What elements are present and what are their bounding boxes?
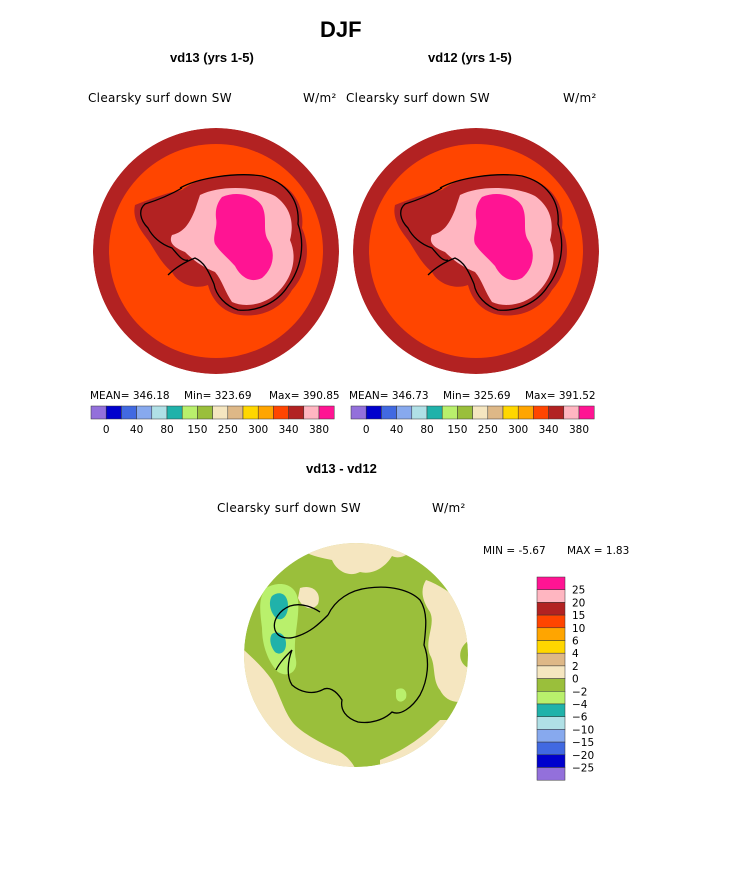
panel1-title: vd13 (yrs 1-5) <box>170 50 254 65</box>
panel2-plateau <box>474 193 533 281</box>
panel3-colorbar-swatch <box>536 691 566 705</box>
panel1-plateau <box>214 193 273 281</box>
panel2-colorbar-swatch <box>578 405 595 420</box>
panel3-colorbar-swatch <box>536 652 566 667</box>
panel2-min: Min= 325.69 <box>443 390 511 402</box>
panel3-colorbar-swatch <box>536 729 566 743</box>
panel2-colorbar-tick-label: 40 <box>390 424 403 436</box>
panel3-colorbar-swatch <box>536 589 566 603</box>
panel3-title: vd13 - vd12 <box>306 461 377 476</box>
panel3-colorbar-tick-label: 20 <box>572 597 585 609</box>
panel3-colorbar-tick-label: −6 <box>572 712 588 724</box>
panel1-colorbar-swatch <box>318 405 335 420</box>
panel3-colorbar-swatch <box>536 627 566 641</box>
panel1-mean: MEAN= 346.18 <box>90 390 170 402</box>
panel3-colorbar-swatch <box>536 576 566 590</box>
panel3-negative-region-4b <box>270 632 286 654</box>
panel3-colorbar-tick-label: 6 <box>572 636 579 648</box>
panel3-colorbar-tick-label: −25 <box>572 763 594 775</box>
panel3-colorbar-swatch <box>536 665 566 679</box>
panel2-coastline <box>400 174 563 311</box>
panel3-colorbar-tick-label: −20 <box>572 750 594 762</box>
panel3-colorbar-tick-label: 10 <box>572 623 585 635</box>
panel3-colorbar-tick-label: −15 <box>572 737 594 749</box>
figure-title: DJF <box>320 17 362 42</box>
panel2-colorbar-tick-label: 300 <box>508 424 528 436</box>
panel3-max: MAX = 1.83 <box>567 545 630 557</box>
panel3-colorbar-swatch <box>536 640 566 654</box>
panel2-colorbar-tick-label: 0 <box>363 424 370 436</box>
panel1-colorbar-tick-label: 380 <box>309 424 329 436</box>
panel3-colorbar-tick-label: 2 <box>572 661 579 673</box>
panel2-colorbar-tick-label: 340 <box>539 424 559 436</box>
panel2-colorbar: 0 40 80 150 250 300 340 380 <box>350 405 595 436</box>
panel2-colorbar-tick-label: 380 <box>569 424 589 436</box>
panel1-colorbar-tick-label: 250 <box>218 424 238 436</box>
panel3-colorbar-tick-label: −4 <box>572 699 588 711</box>
panel3-colorbar-swatch <box>536 741 566 756</box>
panel2-max: Max= 391.52 <box>525 390 596 402</box>
panel3-colorbar-swatch <box>536 614 566 629</box>
panel1-variable-label: Clearsky surf down SW <box>88 91 232 105</box>
panel3-colorbar-swatch <box>536 703 566 717</box>
panel2-colorbar-tick-label: 250 <box>478 424 498 436</box>
panel3-colorbar-tick-label: −2 <box>572 686 587 698</box>
panel1-colorbar-tick-label: 300 <box>248 424 268 436</box>
panel2-mean: MEAN= 346.73 <box>349 390 429 402</box>
panel3-colorbar-swatch <box>536 767 566 781</box>
panel3-colorbar-swatch <box>536 602 566 616</box>
panel3-variable-label: Clearsky surf down SW <box>217 501 361 515</box>
panel3-colorbar-tick-label: 15 <box>572 610 585 622</box>
panel3-colorbar-swatch <box>536 754 566 768</box>
panel3-colorbar-tick-label: 25 <box>572 585 585 597</box>
panel1-coastline <box>140 174 303 311</box>
panel2-title: vd12 (yrs 1-5) <box>428 50 512 65</box>
panel3-colorbar-tick-label: −10 <box>572 724 594 736</box>
panel3-colorbar-tick-label: 0 <box>572 674 579 686</box>
panel1-max: Max= 390.85 <box>269 390 340 402</box>
panel3-positive-region-center <box>298 586 319 609</box>
panel3-colorbar-swatch <box>536 678 566 692</box>
panel1-colorbar-tick-label: 80 <box>160 424 173 436</box>
panel1-colorbar-tick-label: 0 <box>103 424 110 436</box>
panel3-units-label: W/m² <box>432 501 466 515</box>
panel1-units-label: W/m² <box>303 91 337 105</box>
panel2-variable-label: Clearsky surf down SW <box>346 91 490 105</box>
panel3-negative-region-4a <box>269 593 288 620</box>
panel3-min: MIN = -5.67 <box>483 545 546 557</box>
panel2-units-label: W/m² <box>563 91 597 105</box>
panel3-colorbar-swatch <box>536 716 566 730</box>
panel1-colorbar-tick-label: 340 <box>279 424 299 436</box>
panel2-colorbar-tick-label: 80 <box>420 424 433 436</box>
panel3-negative-region-2b <box>396 688 407 702</box>
panel1-colorbar: 0 40 80 150 250 300 340 380 <box>90 405 335 436</box>
panel1-colorbar-tick-label: 150 <box>187 424 207 436</box>
panel3-colorbar-tick-label: 4 <box>572 648 579 660</box>
panel1-colorbar-tick-label: 40 <box>130 424 143 436</box>
panel1-min: Min= 323.69 <box>184 390 252 402</box>
panel3-coastline <box>273 586 429 724</box>
panel2-colorbar-tick-label: 150 <box>447 424 467 436</box>
panel3-positive-region-east <box>422 580 468 702</box>
